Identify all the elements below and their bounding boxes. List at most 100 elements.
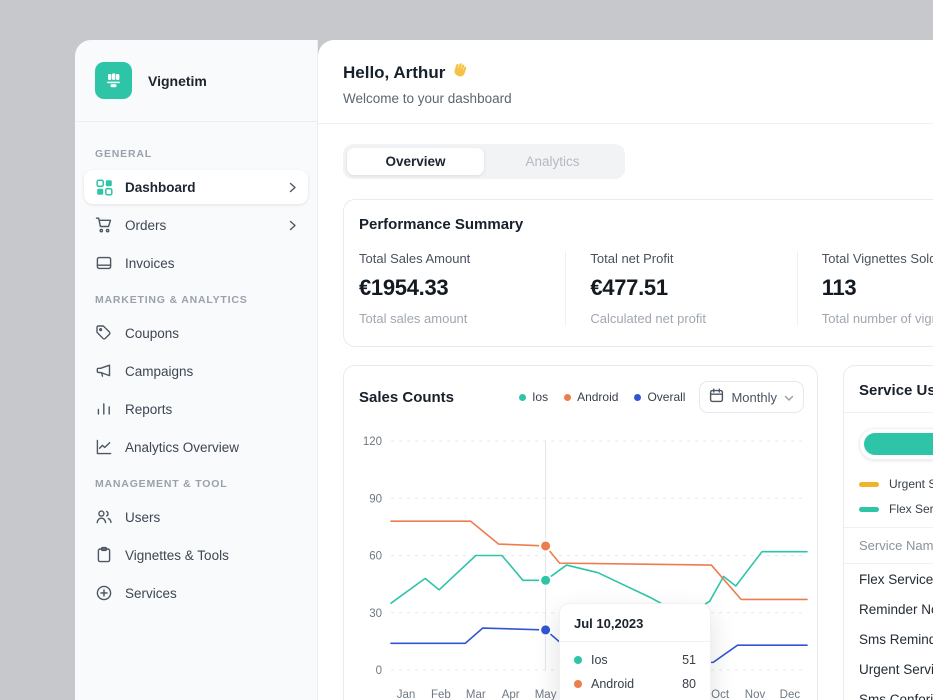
- chart-tooltip: Jul 10,2023 Ios 51 Android: [559, 603, 711, 700]
- chart-legend: Ios Android Overall: [519, 390, 685, 404]
- svg-text:30: 30: [369, 608, 382, 620]
- stat-value: €477.51: [590, 275, 668, 300]
- sales-counts-card: Sales Counts Ios Android: [343, 365, 818, 700]
- svg-text:Nov: Nov: [745, 689, 766, 700]
- urgent-service-dash: [859, 481, 879, 487]
- performance-summary-title: Performance Summary: [359, 216, 524, 233]
- users-icon: [95, 508, 113, 526]
- table-row[interactable]: Sms Reminder: [859, 631, 933, 647]
- legend-item-ios: Ios: [519, 390, 548, 404]
- bar-chart-icon: [95, 400, 113, 418]
- sidebar-item-vignettes-tools[interactable]: Vignettes & Tools: [84, 538, 308, 572]
- sidebar-item-label: Invoices: [125, 255, 175, 271]
- section-label-marketing: MARKETING & ANALYTICS: [95, 294, 248, 306]
- table-row[interactable]: Reminder Notification: [859, 601, 933, 617]
- ios-legend-dot: [519, 393, 527, 401]
- brand-name: Vignetim: [148, 72, 207, 89]
- sidebar-item-dashboard[interactable]: Dashboard: [84, 170, 308, 204]
- sidebar-item-campaigns[interactable]: Campaigns: [84, 354, 308, 388]
- service-usage-progress: [859, 428, 933, 460]
- sidebar-item-label: Services: [125, 585, 177, 601]
- cart-icon: [95, 216, 113, 234]
- tooltip-row-android: Android 80: [560, 672, 710, 696]
- line-chart-icon: [95, 438, 113, 456]
- legend-label: Overall: [647, 390, 686, 404]
- service-usage-header: Service Usage: [844, 366, 933, 413]
- sidebar-item-users[interactable]: Users: [84, 500, 308, 534]
- sidebar-item-orders[interactable]: Orders: [84, 208, 308, 242]
- coupon-tag-icon: [95, 324, 113, 342]
- stat-sub: Total sales amount: [359, 311, 468, 326]
- page-title: Hello, Arthur: [343, 61, 908, 84]
- svg-text:90: 90: [369, 493, 382, 505]
- main-area: Hello, Arthur Welcome to your dashboard: [318, 40, 933, 700]
- app-window: Vignetim GENERAL Dashboard: [75, 40, 933, 700]
- legend-label: Flex Service: [889, 502, 933, 516]
- flex-service-dash: [859, 506, 879, 512]
- tooltip-date: Jul 10,2023: [560, 604, 710, 642]
- sidebar-item-label: Vignettes & Tools: [125, 547, 229, 563]
- legend-label: Urgent Service: [889, 477, 933, 491]
- svg-text:May: May: [535, 689, 557, 700]
- table-row[interactable]: Urgent Service: [859, 661, 933, 677]
- svg-text:Jan: Jan: [397, 689, 416, 700]
- sidebar-item-services[interactable]: Services: [84, 576, 308, 610]
- sidebar-item-reports[interactable]: Reports: [84, 392, 308, 426]
- page-header: Hello, Arthur Welcome to your dashboard: [318, 40, 933, 124]
- sidebar-item-label: Dashboard: [125, 179, 196, 195]
- sidebar-item-label: Reports: [125, 401, 173, 417]
- svg-text:Apr: Apr: [502, 689, 520, 700]
- clipboard-icon: [95, 546, 113, 564]
- table-row[interactable]: Flex Service: [859, 571, 933, 587]
- page-subtitle: Welcome to your dashboard: [343, 91, 512, 106]
- tooltip-row-overall: Overall 32: [560, 696, 710, 700]
- stat-label: Total Sales Amount: [359, 251, 471, 266]
- chevron-right-icon: [289, 182, 297, 193]
- cards-row: Sales Counts Ios Android: [343, 365, 933, 700]
- brand: Vignetim: [75, 40, 317, 122]
- tooltip-rows: Ios 51 Android 80 Over: [560, 642, 710, 700]
- chevron-down-icon: [784, 390, 794, 405]
- chevron-right-icon: [289, 220, 297, 231]
- legend-label: Android: [577, 390, 619, 404]
- vignetim-logo-icon: [95, 62, 132, 99]
- tooltip-series-value: 51: [682, 653, 696, 667]
- wave-hand-icon: [452, 61, 470, 84]
- period-select[interactable]: Monthly: [699, 381, 804, 413]
- tab-bar: Overview Analytics: [343, 144, 625, 179]
- table-row[interactable]: Sms Conforimation: [859, 691, 933, 700]
- dashboard-grid-icon: [95, 178, 113, 196]
- ios-dot: [574, 656, 582, 664]
- invoice-icon: [95, 254, 113, 272]
- progress-bar-fill: [864, 433, 933, 455]
- tab-overview[interactable]: Overview: [347, 148, 484, 175]
- performance-summary-card: Performance Summary Total Sales Amount €…: [343, 199, 933, 347]
- svg-text:120: 120: [363, 436, 382, 448]
- service-usage-legend: Urgent Service Flex Service: [859, 477, 933, 516]
- stat-total-sales: Total Sales Amount €1954.33 Total sales …: [359, 251, 565, 326]
- sidebar-item-analytics-overview[interactable]: Analytics Overview: [84, 430, 308, 464]
- period-label: Monthly: [731, 389, 777, 405]
- legend-row-urgent: Urgent Service: [859, 477, 933, 491]
- sales-chart-area: 0306090120JanFebMarAprMayJunJulAugSepOct…: [344, 423, 819, 700]
- sales-counts-header: Sales Counts Ios Android: [344, 366, 817, 423]
- sidebar-item-label: Users: [125, 509, 161, 525]
- sidebar-item-label: Campaigns: [125, 363, 194, 379]
- stat-label: Total Vignettes Sold: [821, 251, 933, 266]
- svg-text:60: 60: [369, 551, 382, 563]
- stat-value: €1954.33: [359, 275, 449, 300]
- sidebar-nav: GENERAL Dashboard: [75, 122, 317, 610]
- legend-row-flex: Flex Service: [859, 502, 933, 516]
- sidebar-item-coupons[interactable]: Coupons: [84, 316, 308, 350]
- sales-counts-title: Sales Counts: [359, 388, 455, 406]
- legend-item-overall: Overall: [634, 390, 685, 404]
- plus-circle-icon: [95, 584, 113, 602]
- sidebar-item-invoices[interactable]: Invoices: [84, 246, 308, 280]
- svg-text:Feb: Feb: [431, 689, 451, 700]
- service-table: Service Name Flex Service Reminder Notif…: [844, 527, 933, 700]
- sidebar: Vignetim GENERAL Dashboard: [75, 40, 318, 700]
- svg-text:0: 0: [376, 665, 382, 677]
- sidebar-item-label: Coupons: [125, 325, 180, 341]
- tab-analytics[interactable]: Analytics: [525, 154, 580, 169]
- content: Overview Analytics Performance Summary T…: [318, 124, 933, 700]
